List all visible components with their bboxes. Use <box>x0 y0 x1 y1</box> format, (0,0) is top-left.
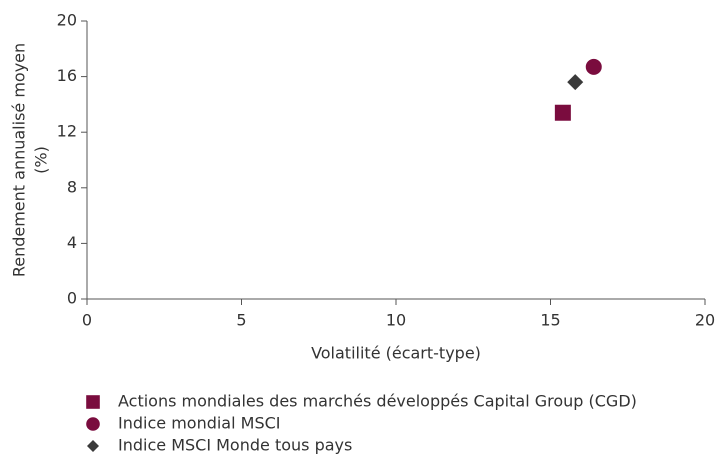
legend-label: Indice mondial MSCI <box>118 414 281 433</box>
x-tick-label: 20 <box>695 311 715 330</box>
y-tick-label: 8 <box>67 177 77 196</box>
x-tick-label: 5 <box>236 311 246 330</box>
y-tick-label: 0 <box>67 289 77 308</box>
y-tick-label: 12 <box>57 122 77 141</box>
legend-marker <box>87 440 99 452</box>
y-axis-label: (%) <box>32 146 51 174</box>
legend-marker <box>86 395 100 409</box>
y-tick-label: 16 <box>57 66 77 85</box>
y-axis-label: Rendement annualisé moyen <box>10 43 29 277</box>
point <box>554 104 571 121</box>
point <box>567 74 584 91</box>
point <box>585 58 602 75</box>
x-tick-label: 10 <box>386 311 406 330</box>
legend-label: Indice MSCI Monde tous pays <box>118 436 352 455</box>
x-tick-label: 15 <box>540 311 560 330</box>
y-tick-label: 4 <box>67 233 77 252</box>
x-axis-label: Volatilité (écart-type) <box>311 344 481 363</box>
legend-marker <box>86 417 100 431</box>
y-tick-label: 20 <box>57 11 77 30</box>
legend-label: Actions mondiales des marchés développés… <box>118 392 637 411</box>
x-tick-label: 0 <box>82 311 92 330</box>
